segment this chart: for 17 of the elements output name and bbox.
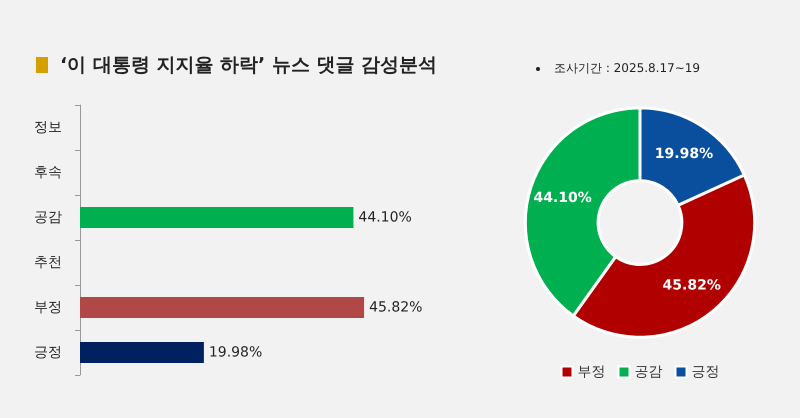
y-tick-label: 공감 (34, 210, 62, 226)
data-label: 19.98% (208, 344, 262, 360)
legend-label: 부정 (578, 364, 606, 380)
y-tick-label: 부정 (34, 300, 62, 316)
data-label: 45.82% (662, 277, 721, 294)
legend-label: 긍정 (692, 364, 720, 380)
chart-subtitle: 조사기간 : 2025.8.17~19 (554, 61, 700, 75)
legend-label: 공감 (634, 364, 662, 380)
y-tick-label: 후속 (34, 164, 62, 180)
data-label: 44.10% (533, 190, 592, 206)
data-label: 45.82% (369, 300, 422, 316)
data-label: 19.98% (654, 146, 714, 162)
y-tick-label: 정보 (34, 120, 62, 136)
y-tick-label: 긍정 (34, 344, 62, 360)
y-tick-label: 추천 (34, 254, 62, 270)
data-label: 44.10% (358, 210, 412, 226)
chart-title: ‘이 대통령 지지율 하락’ 뉴스 댓글 감성분석 (60, 53, 438, 78)
